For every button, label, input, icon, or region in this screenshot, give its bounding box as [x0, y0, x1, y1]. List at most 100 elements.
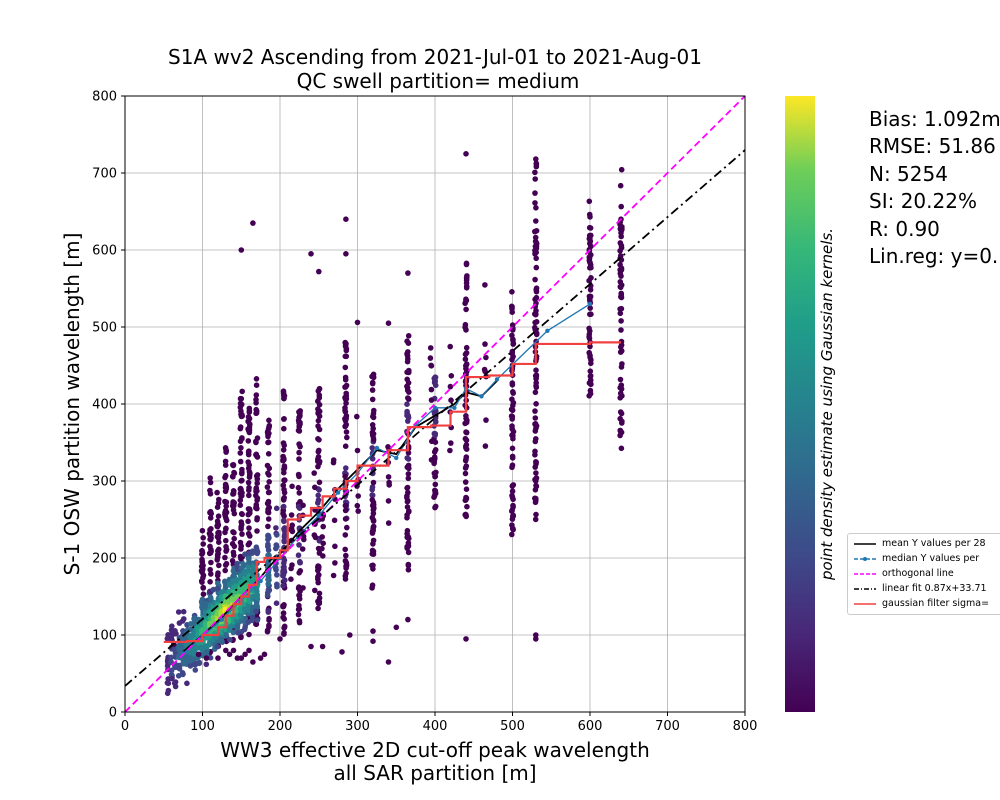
scatter-point — [203, 649, 210, 655]
scatter-point — [319, 534, 326, 540]
scatter-point — [618, 203, 624, 210]
scatter-point — [237, 458, 244, 465]
scatter-point — [187, 634, 193, 641]
scatter-point — [342, 377, 349, 383]
scatter-point — [239, 511, 245, 518]
scatter-point — [533, 156, 539, 162]
scatter-point — [222, 554, 228, 561]
scatter-point — [509, 445, 516, 452]
scatter-point — [509, 332, 515, 339]
scatter-point — [195, 651, 202, 658]
scatter-point — [265, 506, 271, 513]
scatter-point — [214, 643, 221, 650]
scatter-point — [280, 440, 287, 446]
scatter-point — [237, 395, 244, 402]
scatter-point — [215, 655, 221, 661]
y-tick-label: 400 — [92, 398, 117, 413]
scatter-point — [207, 655, 214, 661]
scatter-point — [619, 393, 625, 399]
scatter-point — [320, 540, 327, 547]
scatter-point — [316, 487, 323, 493]
scatter-point — [254, 516, 260, 523]
scatter-point — [369, 429, 376, 436]
scatter-point — [385, 474, 392, 480]
scatter-point — [223, 486, 230, 492]
scatter-point — [586, 334, 592, 340]
scatter-point — [230, 488, 237, 494]
scatter-point — [253, 546, 260, 553]
scatter-point — [257, 655, 264, 661]
scatter-point — [254, 476, 261, 482]
scatter-point — [299, 546, 306, 552]
scatter-point — [281, 631, 287, 637]
chart-title: S1A wv2 Ascending from 2021-Jul-01 to 20… — [168, 45, 702, 69]
scatter-point — [295, 484, 302, 491]
stat-si: SI: 20.22% — [869, 189, 977, 214]
scatter-point — [238, 655, 245, 661]
median-marker — [494, 377, 500, 382]
x-tick-label: 500 — [500, 719, 525, 734]
scatter-point — [532, 415, 539, 421]
scatter-point — [618, 364, 625, 370]
scatter-point — [207, 579, 213, 585]
scatter-point — [300, 502, 306, 509]
scatter-point — [532, 464, 538, 470]
scatter-point — [315, 497, 322, 503]
legend-label: orthogonal line — [882, 568, 954, 579]
scatter-point — [216, 529, 222, 536]
scatter-point — [332, 560, 338, 566]
scatter-point — [617, 415, 623, 422]
scatter-point — [215, 513, 222, 519]
scatter-point — [245, 530, 252, 537]
scatter-point — [618, 348, 625, 354]
x-tick-label: 200 — [268, 719, 293, 734]
scatter-point — [316, 401, 323, 408]
scatter-point — [404, 369, 410, 376]
scatter-point — [510, 513, 516, 519]
scatter-point — [230, 462, 237, 469]
chart-subtitle: QC swell partition= medium — [297, 69, 580, 93]
scatter-point — [245, 426, 251, 432]
scatter-point — [200, 575, 206, 581]
scatter-point — [266, 417, 272, 424]
scatter-point — [509, 416, 515, 422]
median-marker — [316, 513, 321, 518]
scatter-point — [617, 248, 623, 254]
scatter-point — [369, 497, 376, 503]
scatter-point — [234, 624, 241, 630]
scatter-point — [315, 605, 321, 612]
scatter-point — [463, 463, 470, 469]
scatter-point — [199, 527, 206, 534]
scatter-point — [316, 395, 323, 401]
scatter-point — [214, 523, 221, 530]
scatter-point — [532, 495, 538, 502]
scatter-point — [587, 390, 594, 397]
scatter-point — [508, 303, 515, 310]
scatter-point — [196, 660, 203, 667]
scatter-point — [330, 457, 337, 463]
scatter-point — [296, 441, 302, 447]
scatter-point — [280, 388, 287, 395]
scatter-point — [370, 413, 376, 420]
scatter-point — [432, 473, 439, 480]
scatter-point — [289, 522, 296, 528]
scatter-point — [463, 344, 470, 351]
scatter-point — [253, 608, 259, 615]
scatter-point — [405, 349, 411, 355]
scatter-point — [370, 541, 376, 547]
scatter-point — [463, 446, 470, 453]
median-marker — [479, 394, 484, 399]
scatter-point — [533, 384, 540, 391]
scatter-point — [169, 623, 175, 629]
scatter-point — [238, 493, 244, 500]
scatter-point — [617, 279, 624, 285]
scatter-point — [200, 535, 206, 541]
scatter-point — [203, 661, 210, 668]
scatter-point — [191, 616, 197, 622]
scatter-point — [281, 465, 288, 471]
scatter-point — [370, 510, 377, 517]
scatter-point — [207, 487, 213, 494]
scatter-point — [300, 585, 306, 591]
scatter-point — [320, 523, 327, 530]
scatter-point — [354, 502, 361, 509]
